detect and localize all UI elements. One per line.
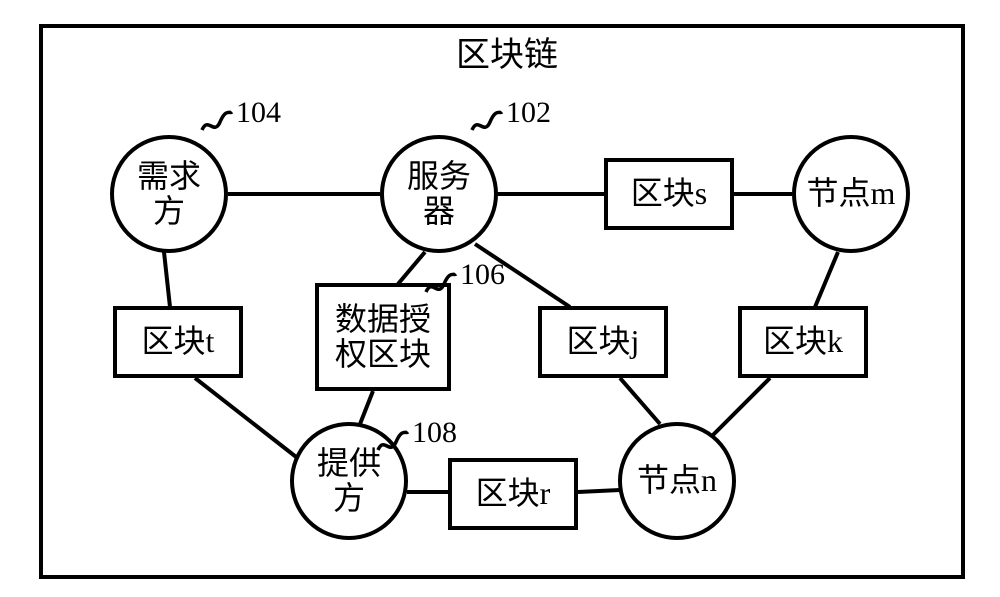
edge-block_k-node_n [712, 378, 770, 436]
edge-node_m-block_k [815, 252, 838, 307]
squiggle-108 [376, 430, 410, 454]
squiggle-102 [470, 110, 504, 134]
edge-auth-provider [360, 391, 373, 424]
block-r: 区块r [448, 458, 578, 530]
edge-block_t-provider [195, 378, 300, 460]
node-server: 服务 器 [380, 135, 498, 253]
squiggle-104 [200, 110, 234, 134]
edge-demand-block_t [164, 252, 170, 307]
node-n: 节点n [618, 422, 736, 540]
ref-108: 108 [412, 416, 457, 450]
edge-server-auth [398, 252, 425, 284]
block-k: 区块k [738, 306, 868, 378]
block-data-auth: 数据授 权区块 [315, 283, 451, 391]
ref-104: 104 [236, 96, 281, 130]
block-t: 区块t [113, 306, 243, 378]
node-demand: 需求 方 [110, 135, 228, 253]
edge-block_j-node_n [620, 378, 660, 424]
node-m: 节点m [792, 135, 910, 253]
ref-106: 106 [460, 258, 505, 292]
squiggle-106 [424, 272, 458, 296]
diagram-canvas: 区块链 需求 方 服务 器 节点m 提供 方 节点n 区块t 数据授 权区块 区… [0, 0, 1000, 597]
block-j: 区块j [538, 306, 668, 378]
edge-block_r-node_n [578, 490, 620, 492]
block-s: 区块s [604, 158, 734, 230]
ref-102: 102 [506, 96, 551, 130]
